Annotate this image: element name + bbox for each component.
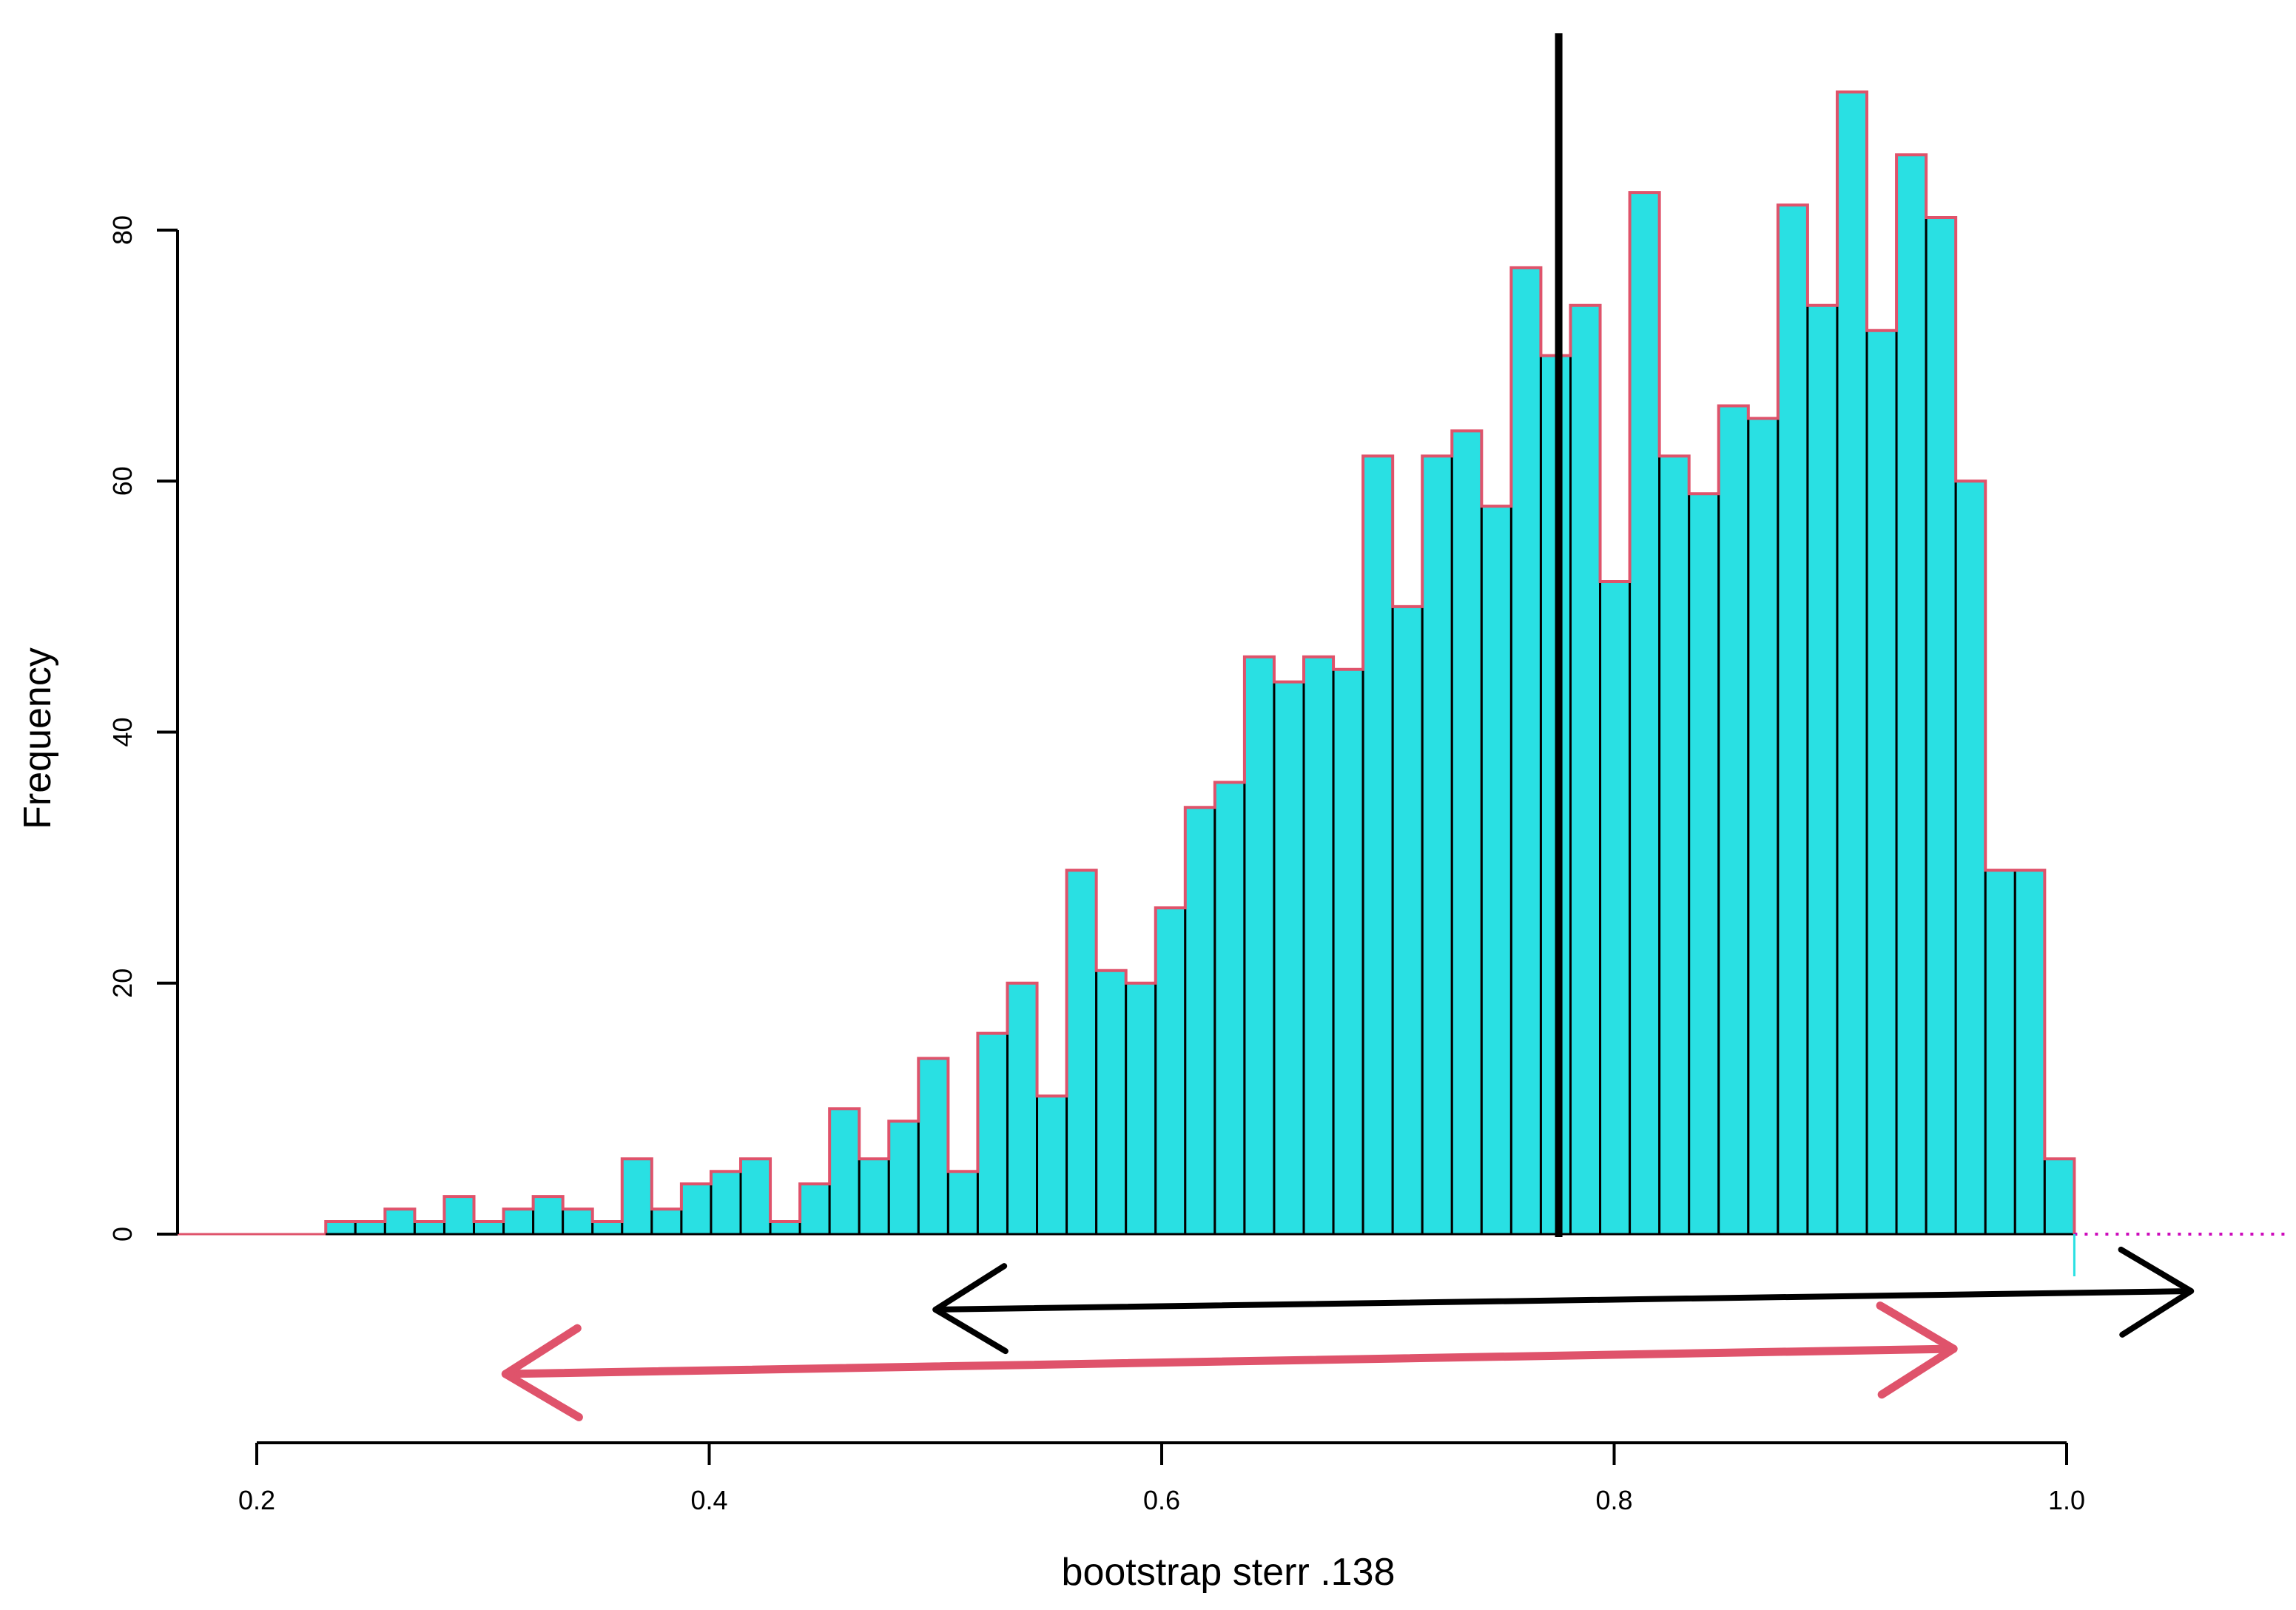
histogram-bar (621, 1157, 653, 1236)
histogram-bar (798, 1182, 831, 1236)
histogram-bar (1688, 492, 1720, 1236)
y-tick-label: 60 (107, 466, 138, 496)
histogram-bar (473, 1220, 505, 1236)
histogram-bar (1332, 668, 1364, 1236)
histogram-bar (2043, 1157, 2076, 1236)
histogram-bar (1717, 404, 1750, 1236)
histogram-bar (917, 1057, 949, 1236)
histogram-bar (1065, 869, 1098, 1236)
histogram-bar (1213, 781, 1246, 1236)
y-tick-label: 80 (107, 215, 138, 245)
histogram-bar (1361, 454, 1394, 1236)
histogram-bar (1273, 681, 1305, 1236)
histogram-bar (1450, 429, 1483, 1236)
y-tick-label: 20 (107, 969, 138, 998)
histogram-bar (1125, 982, 1157, 1236)
histogram-bar (1806, 304, 1839, 1236)
histogram-bar (1599, 580, 1632, 1236)
histogram-bar (2013, 869, 2046, 1236)
histogram-bar (739, 1157, 772, 1236)
histogram-bar (1480, 505, 1512, 1236)
histogram-bar (383, 1208, 416, 1236)
histogram-bar (680, 1182, 713, 1236)
histogram-bar (946, 1170, 979, 1236)
y-axis: 0 20 40 60 80 (107, 215, 179, 1242)
histogram-bar (1302, 656, 1335, 1236)
histogram-bar (1391, 605, 1424, 1236)
bars-black-outline-layer (324, 90, 2076, 1236)
black-arrow-left-head (932, 1263, 1009, 1355)
histogram-bar (324, 1220, 357, 1236)
y-axis-label: Frequency (16, 647, 59, 829)
red-interval-arrow (501, 1301, 1958, 1421)
histogram-bar (1421, 454, 1453, 1236)
histogram-bar (1925, 216, 1957, 1236)
histogram-bar (1184, 806, 1216, 1236)
x-tick-label: 0.2 (238, 1485, 275, 1515)
histogram-bar (1658, 454, 1691, 1236)
histogram-bar (1895, 153, 1928, 1236)
red-arrow-left-head (501, 1324, 583, 1421)
histogram-bar (1569, 304, 1602, 1236)
histogram-bar (1243, 656, 1276, 1236)
black-interval-arrow (932, 1246, 2195, 1355)
histogram-bar (650, 1208, 683, 1236)
red-arrow-right-head (1876, 1301, 1958, 1399)
histogram-bar (442, 1195, 476, 1236)
x-axis: 0.2 0.4 0.6 0.8 1.0 (238, 1441, 2085, 1515)
histogram-bar (976, 1032, 1009, 1236)
x-tick-label: 1.0 (2048, 1485, 2085, 1515)
histogram-bar (1095, 969, 1128, 1236)
baseline-group (174, 1233, 2286, 1276)
histogram-bar (1629, 191, 1661, 1236)
x-tick-label: 0.4 (690, 1485, 727, 1515)
x-tick-label: 0.6 (1143, 1485, 1180, 1515)
histogram-bar (413, 1220, 445, 1236)
x-tick-label: 0.8 (1595, 1485, 1632, 1515)
histogram-bar (1006, 982, 1039, 1236)
histogram-bar (1954, 479, 1987, 1236)
histogram-bar (1509, 266, 1542, 1236)
histogram-bar (1036, 1094, 1068, 1236)
histogram-bar (1747, 417, 1780, 1236)
histogram-bar (887, 1119, 920, 1236)
y-tick-label: 0 (107, 1227, 138, 1242)
y-tick-label: 40 (107, 717, 138, 747)
histogram-bar (858, 1157, 890, 1236)
histogram-bar (1865, 329, 1898, 1236)
histogram-bar (562, 1208, 594, 1236)
histogram-bar (828, 1107, 861, 1236)
histogram-bar (354, 1220, 386, 1236)
histogram-bar (1777, 203, 1809, 1236)
bars-red-envelope (324, 90, 2076, 1234)
histogram-bar (710, 1170, 742, 1236)
black-arrow-right-head (2118, 1246, 2195, 1338)
histogram-bar (1984, 869, 2016, 1236)
histogram-bar (769, 1220, 801, 1236)
histogram-bar (502, 1208, 535, 1236)
histogram-bar (532, 1195, 565, 1236)
histogram-bar (1836, 90, 1868, 1236)
x-axis-label: bootstrap sterr .138 (1062, 1551, 1396, 1594)
histogram-bar (1154, 906, 1187, 1236)
red-arrow-shaft (501, 1344, 1958, 1378)
histogram-bar (591, 1220, 624, 1236)
black-arrow-shaft (932, 1288, 2195, 1313)
